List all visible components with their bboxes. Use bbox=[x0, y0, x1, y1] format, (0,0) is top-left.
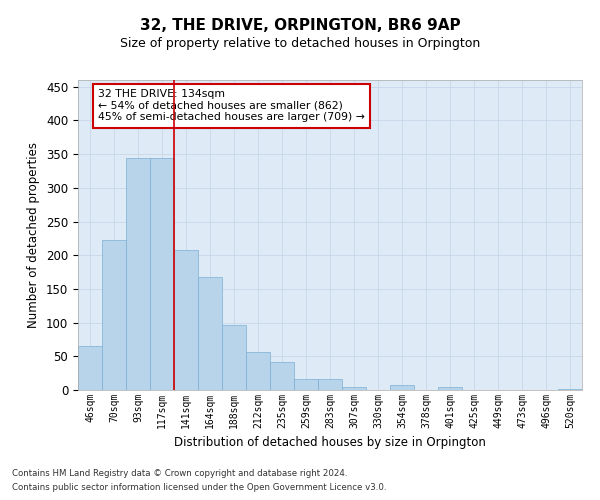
Bar bbox=[198, 277, 222, 390]
Text: Contains public sector information licensed under the Open Government Licence v3: Contains public sector information licen… bbox=[12, 484, 386, 492]
Y-axis label: Number of detached properties: Number of detached properties bbox=[28, 142, 40, 328]
Text: Contains HM Land Registry data © Crown copyright and database right 2024.: Contains HM Land Registry data © Crown c… bbox=[12, 468, 347, 477]
Text: 32 THE DRIVE: 134sqm
← 54% of detached houses are smaller (862)
45% of semi-deta: 32 THE DRIVE: 134sqm ← 54% of detached h… bbox=[98, 90, 365, 122]
Bar bbox=[246, 352, 270, 390]
Bar bbox=[342, 386, 366, 390]
Bar bbox=[270, 362, 294, 390]
Text: Size of property relative to detached houses in Orpington: Size of property relative to detached ho… bbox=[120, 38, 480, 51]
Bar bbox=[174, 250, 198, 390]
Bar bbox=[150, 158, 174, 390]
Bar bbox=[126, 158, 150, 390]
Bar bbox=[294, 379, 318, 390]
Bar bbox=[390, 386, 414, 390]
Bar bbox=[318, 379, 342, 390]
Bar bbox=[438, 388, 462, 390]
Text: 32, THE DRIVE, ORPINGTON, BR6 9AP: 32, THE DRIVE, ORPINGTON, BR6 9AP bbox=[140, 18, 460, 32]
Bar bbox=[558, 388, 582, 390]
Bar bbox=[78, 346, 102, 390]
X-axis label: Distribution of detached houses by size in Orpington: Distribution of detached houses by size … bbox=[174, 436, 486, 450]
Bar bbox=[222, 324, 246, 390]
Bar bbox=[102, 240, 126, 390]
